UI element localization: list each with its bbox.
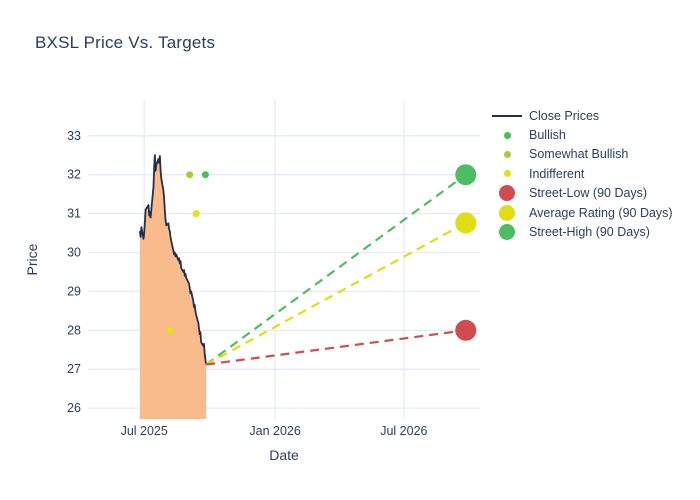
legend-item-bullish[interactable]: Bullish: [492, 125, 697, 144]
indifferent-dot-icon: [492, 170, 522, 178]
projection-line-street-high: [205, 173, 467, 366]
y-tick-label-27: 27: [67, 362, 81, 376]
y-axis-title: Price: [24, 243, 40, 275]
bullish-dot-icon: [492, 131, 522, 139]
legend-label: Street-High (90 Days): [529, 225, 650, 240]
rating-dot-indifferent[interactable]: [192, 210, 200, 218]
legend-item-indifferent[interactable]: Indifferent: [492, 164, 697, 183]
projection-line-street-low: [205, 329, 466, 366]
y-tick-label-28: 28: [67, 323, 81, 337]
rating-dot-somewhat-bullish[interactable]: [186, 171, 194, 179]
somewhat-bullish-dot-icon: [492, 150, 522, 158]
close-prices-area-fill: [139, 155, 207, 419]
target-marker-street-low[interactable]: [455, 319, 477, 341]
average-rating-marker-icon: [492, 204, 522, 221]
x-axis-title: Date: [269, 447, 299, 463]
legend-item-street-high[interactable]: Street-High (90 Days): [492, 222, 697, 241]
y-tick-label-33: 33: [67, 129, 81, 143]
street-high-marker-icon: [492, 224, 522, 241]
rating-dot-indifferent[interactable]: [166, 326, 174, 334]
rating-dot-bullish[interactable]: [201, 171, 209, 179]
projection-line-average-rating: [205, 221, 467, 366]
x-tick-label: Jul 2025: [121, 424, 168, 438]
target-marker-street-high[interactable]: [455, 164, 477, 186]
x-tick-label: Jan 2026: [249, 424, 300, 438]
close-prices-line-swatch-icon: [492, 114, 522, 117]
x-tick-label: Jul 2026: [380, 424, 427, 438]
legend-label: Average Rating (90 Days): [529, 205, 673, 220]
y-tick-label-26: 26: [67, 401, 81, 415]
y-tick-label-30: 30: [67, 245, 81, 259]
legend-item-street-low[interactable]: Street-Low (90 Days): [492, 184, 697, 203]
legend-item-somewhat-bullish[interactable]: Somewhat Bullish: [492, 145, 697, 164]
legend-label: Indifferent: [529, 166, 585, 181]
chart-title: BXSL Price Vs. Targets: [35, 33, 216, 52]
legend-item-average-rating[interactable]: Average Rating (90 Days): [492, 203, 697, 222]
legend-label: Somewhat Bullish: [529, 147, 629, 162]
street-low-marker-icon: [492, 185, 522, 202]
legend-label: Close Prices: [529, 108, 600, 123]
legend-label: Street-Low (90 Days): [529, 186, 648, 201]
y-tick-label-32: 32: [67, 168, 81, 182]
legend-item-close-prices[interactable]: Close Prices: [492, 106, 697, 125]
legend-label: Bullish: [529, 128, 566, 143]
close-prices-line[interactable]: [139, 154, 207, 365]
y-tick-label-29: 29: [67, 284, 81, 298]
target-marker-average-rating[interactable]: [455, 212, 477, 234]
legend: Close Prices Bullish Somewhat Bullish In…: [492, 106, 697, 242]
y-tick-label-31: 31: [67, 207, 81, 221]
